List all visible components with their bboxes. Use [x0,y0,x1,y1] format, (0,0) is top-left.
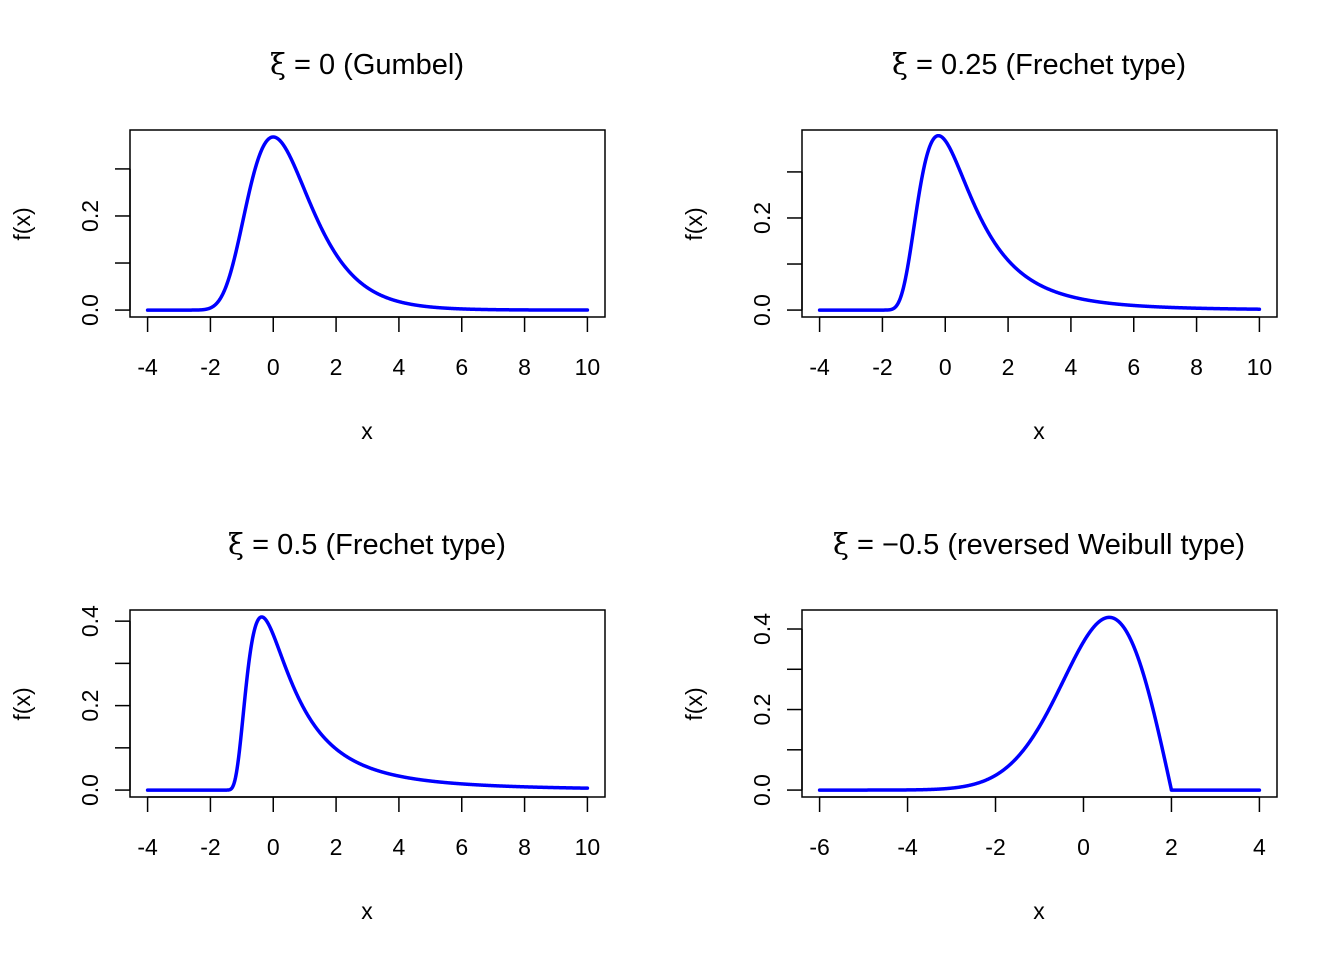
y-tick-label: 0.0 [749,294,775,326]
panel-frechet-05: ξ = 0.5 (Frechet type) -4 -2 0 2 4 6 8 10 0.00.… [9,527,606,924]
y-axis-label: f(x) [681,207,707,240]
y-axis: 0.0 0.2 0.4 [77,605,131,806]
x-axis-label: x [361,418,373,444]
density-curve [145,615,590,792]
x-tick-label: 0 [267,834,280,860]
panel-reversed-weibull: ξ = −0.5 (reversed Weibull type) -6 -4 -2 0… [681,527,1278,924]
y-axis: 0.0 0.2 [77,168,131,326]
x-tick-label: -4 [137,354,158,380]
x-tick-label: 4 [1253,834,1266,860]
x-tick-label: 6 [455,354,468,380]
y-tick-label: 0.4 [749,613,775,645]
x-tick-label: -6 [809,834,829,860]
x-tick-label: -4 [897,834,918,860]
x-axis: -6 -4 -2 0 2 4 [809,796,1266,860]
y-tick-label: 0.4 [77,605,103,637]
density-curve [817,133,1262,312]
x-axis-label: x [1033,418,1045,444]
x-tick-label: 2 [330,834,343,860]
density-curve [817,615,1262,792]
x-tick-label: 8 [1190,354,1203,380]
y-tick-label: 0.2 [77,200,103,232]
y-tick-label: 0.2 [77,690,103,722]
x-tick-label: 10 [575,354,601,380]
x-axis-label: x [361,898,373,924]
xi-symbol: ξ [833,527,849,561]
xi-symbol: ξ [892,47,908,81]
xi-symbol: ξ [270,47,286,81]
x-tick-label: 0 [939,354,952,380]
y-axis: 0.0 0.2 [749,171,803,326]
x-tick-label: 6 [455,834,468,860]
density-curve [145,135,590,312]
panel-title: ξ = 0 (Gumbel) [270,47,464,81]
x-tick-label: 2 [1165,834,1178,860]
x-tick-label: 4 [1065,354,1078,380]
x-tick-label: -4 [809,354,830,380]
y-axis-label: f(x) [9,207,35,240]
x-axis: -4 -2 0 2 4 6 8 10 [809,316,1273,380]
x-tick-label: 10 [575,834,601,860]
x-tick-label: 2 [330,354,343,380]
y-tick-label: 0.2 [749,202,775,234]
x-axis: -4 -2 0 2 4 6 8 10 [137,796,601,860]
x-axis: -4 -2 0 2 4 6 8 10 [137,316,601,380]
x-tick-label: 10 [1247,354,1273,380]
y-tick-label: 0.2 [749,694,775,726]
x-tick-label: 6 [1127,354,1140,380]
x-tick-label: -2 [200,834,220,860]
x-tick-label: 4 [393,354,406,380]
x-tick-label: -4 [137,834,158,860]
panel-title: ξ = −0.5 (reversed Weibull type) [833,527,1245,561]
x-tick-label: 0 [267,354,280,380]
x-tick-label: 0 [1077,834,1090,860]
panel-title: ξ = 0.25 (Frechet type) [892,47,1186,81]
x-tick-label: 2 [1002,354,1015,380]
xi-symbol: ξ [228,527,244,561]
x-tick-label: -2 [872,354,892,380]
x-tick-label: -2 [985,834,1005,860]
x-tick-label: 8 [518,834,531,860]
panel-frechet-025: ξ = 0.25 (Frechet type) -4 -2 0 2 4 6 8 10 0.00… [681,47,1278,444]
panel-title: ξ = 0.5 (Frechet type) [228,527,506,561]
y-axis-label: f(x) [681,687,707,720]
y-axis: 0.0 0.2 0.4 [749,613,803,806]
y-tick-label: 0.0 [77,294,103,326]
panel-gumbel: ξ = 0 (Gumbel) -4 -2 0 2 4 6 8 10 0.0 0.2 x f(x) [9,47,606,444]
x-tick-label: -2 [200,354,220,380]
y-tick-label: 0.0 [749,774,775,806]
x-tick-label: 8 [518,354,531,380]
x-axis-label: x [1033,898,1045,924]
x-tick-label: 4 [393,834,406,860]
y-tick-label: 0.0 [77,774,103,806]
y-axis-label: f(x) [9,687,35,720]
